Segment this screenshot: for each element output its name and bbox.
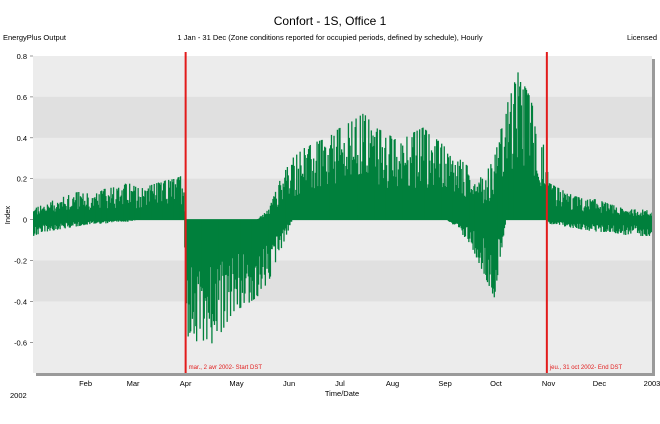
chart-subtitle: 1 Jan - 31 Dec (Zone conditions reported… bbox=[177, 33, 483, 42]
chart-title: Confort - 1S, Office 1 bbox=[273, 14, 387, 28]
x-tick-label: Apr bbox=[180, 379, 192, 388]
y-tick-label: -0.6 bbox=[14, 338, 27, 347]
output-label: EnergyPlus Output bbox=[3, 33, 66, 42]
x-tick-label: Jul bbox=[335, 379, 345, 388]
x-tick-label: Aug bbox=[386, 379, 399, 388]
dst-marker-label: jeu., 31 oct 2002- End DST bbox=[549, 365, 623, 371]
x-tick-label: 2003 bbox=[644, 379, 660, 388]
y-tick-label: -0.4 bbox=[14, 297, 27, 306]
x-tick-label: Nov bbox=[542, 379, 556, 388]
grid-band bbox=[33, 96, 652, 138]
y-tick-label: 0.6 bbox=[17, 93, 27, 102]
y-tick-label: 0.2 bbox=[17, 175, 27, 184]
y-tick-label: -0.2 bbox=[14, 257, 27, 266]
x-tick-label: Dec bbox=[593, 379, 607, 388]
x-axis-label: Time/Date bbox=[325, 389, 359, 398]
y-axis: -0.6 -0.4 -0.2 0 0.2 0.4 0.6 0.8 bbox=[14, 52, 33, 347]
x-tick-label: Jun bbox=[283, 379, 295, 388]
license-label: Licensed bbox=[626, 33, 657, 42]
x-tick-label: Sep bbox=[438, 379, 451, 388]
x-axis: 2002 Feb Mar Apr May Jun Jul Aug Sep Oct Nov Dec 200… bbox=[10, 379, 660, 400]
x-tick-label: Feb bbox=[79, 379, 92, 388]
x-tick-label: May bbox=[229, 379, 243, 388]
x-tick-label: Oct bbox=[490, 379, 503, 388]
x-tick-label: Mar bbox=[127, 379, 140, 388]
y-tick-label: 0.4 bbox=[17, 134, 27, 143]
y-tick-label: 0 bbox=[23, 216, 27, 225]
grid-band bbox=[33, 260, 652, 302]
y-axis-label: Index bbox=[3, 206, 12, 225]
dst-marker-label: mar., 2 avr 2002- Start DST bbox=[189, 365, 263, 371]
y-tick-label: 0.8 bbox=[17, 52, 27, 61]
x-tick-label: 2002 bbox=[10, 391, 27, 400]
annotation-layer: mar., 2 avr 2002- Start DST jeu., 31 oct … bbox=[184, 52, 623, 373]
